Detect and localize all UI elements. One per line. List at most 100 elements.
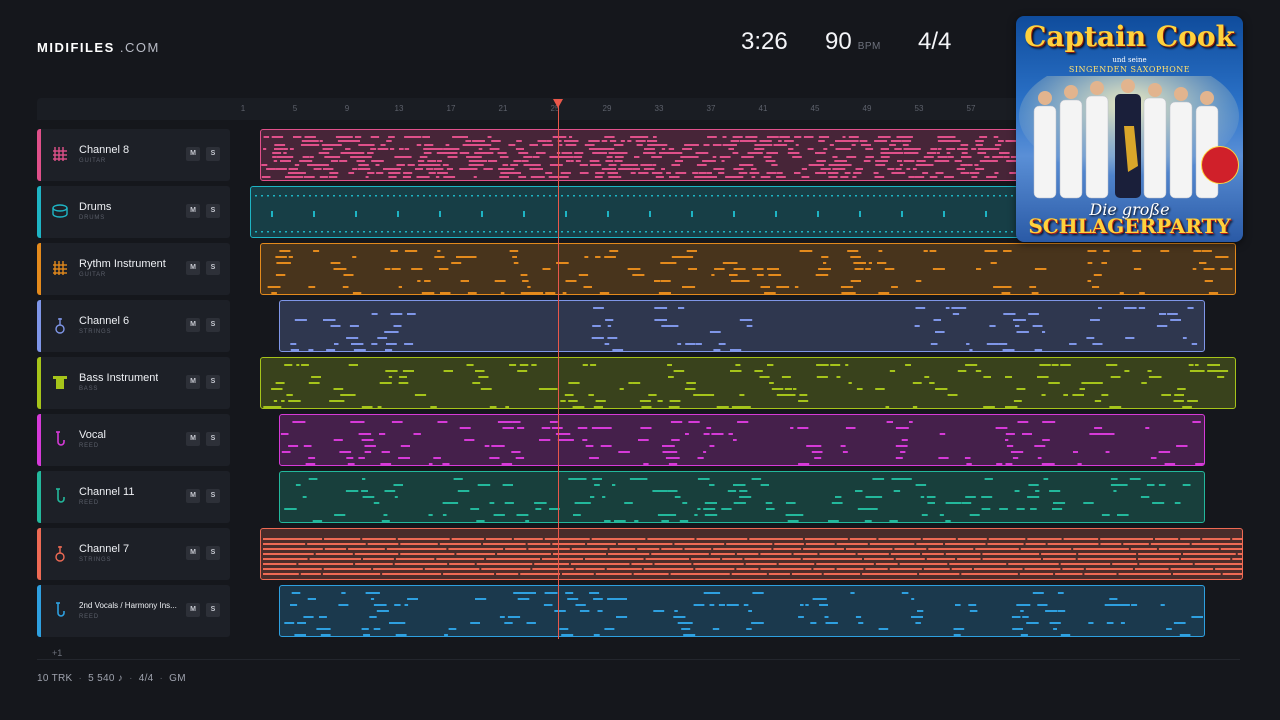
track-type: REED: [79, 614, 99, 620]
mute-button[interactable]: M: [186, 546, 200, 560]
brand-suffix: .COM: [119, 40, 160, 55]
solo-button[interactable]: S: [206, 204, 220, 218]
tempo-unit: BPM: [857, 41, 881, 52]
track-header[interactable]: Vocal REED M S: [37, 414, 230, 466]
ruler-tick: 57: [966, 104, 976, 113]
album-cover: Captain Cook und seine SINGENDEN SAXOPHO…: [1016, 16, 1243, 242]
playhead-marker-icon[interactable]: [553, 99, 563, 108]
ruler-tick: 33: [654, 104, 664, 113]
track-type: REED: [79, 443, 99, 449]
track-header[interactable]: Channel 11 REED M S: [37, 471, 230, 523]
track-type: BASS: [79, 386, 99, 392]
tempo-value: 90: [825, 28, 852, 55]
solo-button[interactable]: S: [206, 546, 220, 560]
track-header[interactable]: Channel 7 STRINGS M S: [37, 528, 230, 580]
brand-logo[interactable]: MIDIFILES .COM: [37, 40, 160, 55]
track-lane[interactable]: [240, 414, 1240, 466]
mute-button[interactable]: M: [186, 261, 200, 275]
track-type: DRUMS: [79, 215, 105, 221]
track-color-strip: [37, 471, 41, 523]
mute-button[interactable]: M: [186, 489, 200, 503]
ruler-tick: 21: [498, 104, 508, 113]
guitar-grid-icon: [51, 145, 69, 163]
track-header[interactable]: Rythm Instrument GUITAR M S: [37, 243, 230, 295]
solo-button[interactable]: S: [206, 432, 220, 446]
solo-button[interactable]: S: [206, 147, 220, 161]
mute-button[interactable]: M: [186, 147, 200, 161]
saxophone-icon: [51, 601, 69, 619]
album-title-line1: Die große: [1089, 200, 1170, 219]
track-name: Channel 8: [79, 144, 130, 156]
track-color-strip: [37, 300, 41, 352]
track-type: STRINGS: [79, 329, 112, 335]
mute-button[interactable]: M: [186, 204, 200, 218]
ruler-tick: 49: [862, 104, 872, 113]
footer-summary: 10 TRK · 5 540 ♪ · 4/4 · GM: [37, 673, 186, 684]
solo-button[interactable]: S: [206, 261, 220, 275]
saxophone-icon: [51, 430, 69, 448]
track-header[interactable]: Channel 8 GUITAR M S: [37, 129, 230, 181]
track-color-strip: [37, 585, 41, 637]
band-photo-icon: [1019, 76, 1239, 199]
midi-clip[interactable]: [279, 300, 1205, 352]
tempo-display: 90 BPM: [825, 28, 881, 58]
mute-button[interactable]: M: [186, 432, 200, 446]
time-signature-value: 4/4: [918, 28, 952, 55]
ruler-tick: 17: [446, 104, 456, 113]
track-lane[interactable]: [240, 471, 1240, 523]
midi-clip[interactable]: [260, 243, 1236, 295]
ruler-tick: 1: [240, 104, 246, 113]
track-color-strip: [37, 357, 41, 409]
midi-clip[interactable]: [279, 471, 1205, 523]
track-color-strip: [37, 243, 41, 295]
footer-time-signature: 4/4: [138, 673, 154, 684]
bass-icon: [51, 373, 69, 391]
track-lane[interactable]: [240, 528, 1243, 580]
track-lane[interactable]: [240, 357, 1240, 409]
more-tracks-indicator[interactable]: +1: [52, 648, 63, 658]
track-name: Bass Instrument: [79, 372, 159, 384]
solo-button[interactable]: S: [206, 603, 220, 617]
track-header[interactable]: Drums DRUMS M S: [37, 186, 230, 238]
footer-divider: [37, 659, 1240, 660]
ruler-tick: 9: [344, 104, 350, 113]
solo-button[interactable]: S: [206, 375, 220, 389]
track-name: Channel 11: [79, 486, 135, 498]
midi-clip[interactable]: [260, 528, 1243, 580]
duration-display: 3:26: [741, 28, 788, 58]
midi-clip[interactable]: [279, 585, 1205, 637]
track-header[interactable]: Bass Instrument BASS M S: [37, 357, 230, 409]
violin-icon: [51, 316, 69, 334]
track-color-strip: [37, 129, 41, 181]
mute-button[interactable]: M: [186, 375, 200, 389]
album-line2: SINGENDEN SAXOPHONE: [1068, 65, 1191, 74]
track-lane[interactable]: [240, 243, 1240, 295]
track-name: Channel 6: [79, 315, 130, 327]
mute-button[interactable]: M: [186, 318, 200, 332]
midi-clip[interactable]: [260, 357, 1236, 409]
ruler-tick: 45: [810, 104, 820, 113]
track-header[interactable]: 2nd Vocals / Harmony Ins... REED M S: [37, 585, 230, 637]
footer-note-count: 5 540 ♪: [88, 673, 124, 684]
album-line1: und seine: [1112, 56, 1147, 64]
track-color-strip: [37, 528, 41, 580]
mute-button[interactable]: M: [186, 603, 200, 617]
track-name: 2nd Vocals / Harmony Ins...: [79, 601, 177, 610]
ruler-tick: 25: [550, 104, 560, 113]
album-title-line2: SCHLAGERPARTY: [1028, 214, 1231, 238]
solo-button[interactable]: S: [206, 318, 220, 332]
timeline-ruler[interactable]: 1 5 9 13 17 21 25 29 33 37 41 45 49 53 57: [37, 98, 1240, 120]
album-artist: Captain Cook: [1024, 20, 1235, 53]
drum-icon: [51, 202, 69, 220]
track-name: Rythm Instrument: [79, 258, 166, 270]
track-header[interactable]: Channel 6 STRINGS M S: [37, 300, 230, 352]
solo-button[interactable]: S: [206, 489, 220, 503]
track-color-strip: [37, 414, 41, 466]
ruler-tick: 29: [602, 104, 612, 113]
track-lane[interactable]: [240, 585, 1240, 637]
guitar-grid-icon: [51, 259, 69, 277]
midi-clip[interactable]: [279, 414, 1205, 466]
playhead[interactable]: [558, 99, 559, 639]
track-name: Drums: [79, 201, 112, 213]
track-lane[interactable]: [240, 300, 1240, 352]
